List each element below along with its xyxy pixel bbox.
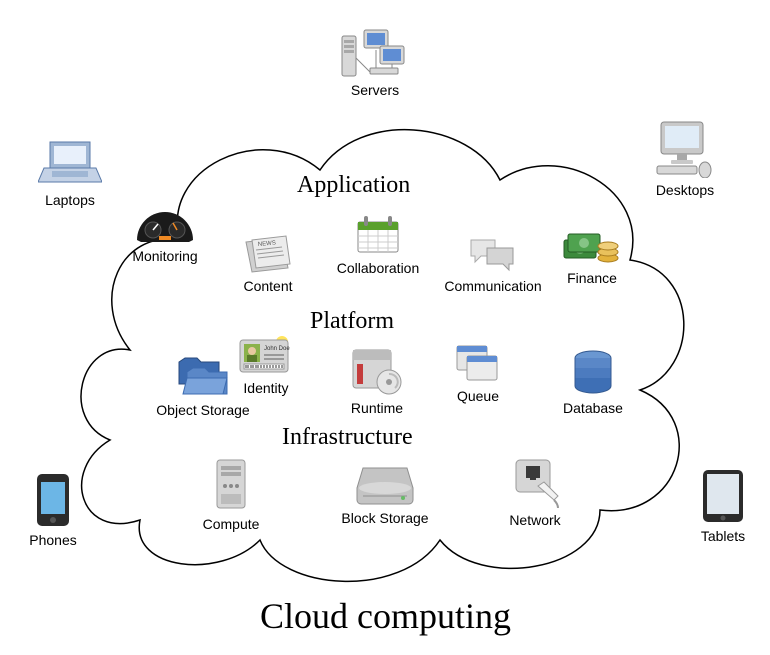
network-item: Network xyxy=(490,456,580,528)
laptops-item: Laptops xyxy=(30,138,110,208)
hdd-icon xyxy=(355,462,415,506)
idcard-icon: John Doe xyxy=(238,334,294,376)
finance-label: Finance xyxy=(552,270,632,286)
block-storage-item: Block Storage xyxy=(330,462,440,526)
desktop-icon xyxy=(655,118,715,178)
queue-item: Queue xyxy=(438,342,518,404)
object-storage-label: Object Storage xyxy=(148,402,258,418)
monitoring-label: Monitoring xyxy=(120,248,210,264)
runtime-label: Runtime xyxy=(332,400,422,416)
database-icon xyxy=(569,348,617,396)
section-application: Application xyxy=(297,172,410,199)
compute-label: Compute xyxy=(186,516,276,532)
chat-bubbles-icon xyxy=(467,234,519,274)
communication-item: Communication xyxy=(438,234,548,294)
compute-item: Compute xyxy=(186,458,276,532)
calendar-icon xyxy=(352,212,404,256)
runtime-item: Runtime xyxy=(332,346,422,416)
database-item: Database xyxy=(548,348,638,416)
laptops-label: Laptops xyxy=(30,192,110,208)
section-platform: Platform xyxy=(310,308,394,335)
monitoring-item: Monitoring xyxy=(120,204,210,264)
block-storage-label: Block Storage xyxy=(330,510,440,526)
network-label: Network xyxy=(490,512,580,528)
newspaper-icon: NEWS xyxy=(242,234,294,274)
database-label: Database xyxy=(548,400,638,416)
runtime-icon xyxy=(349,346,405,396)
collaboration-item: Collaboration xyxy=(328,212,428,276)
collaboration-label: Collaboration xyxy=(328,260,428,276)
folders-icon xyxy=(173,352,233,398)
gauge-icon xyxy=(133,204,197,244)
tablets-item: Tablets xyxy=(688,468,758,544)
servers-label: Servers xyxy=(330,82,420,98)
idcard-name: John Doe xyxy=(264,346,290,352)
identity-item: John Doe Identity xyxy=(226,334,306,396)
network-plug-icon xyxy=(510,456,560,508)
content-label: Content xyxy=(228,278,308,294)
tablets-label: Tablets xyxy=(688,528,758,544)
content-item: NEWS Content xyxy=(228,234,308,294)
identity-label: Identity xyxy=(226,380,306,396)
main-title: Cloud computing xyxy=(260,595,511,637)
phones-item: Phones xyxy=(18,472,88,548)
finance-item: Finance xyxy=(552,224,632,286)
desktops-label: Desktops xyxy=(640,182,730,198)
phone-icon xyxy=(35,472,71,528)
desktops-item: Desktops xyxy=(640,118,730,198)
phones-label: Phones xyxy=(18,532,88,548)
server-tower-icon xyxy=(211,458,251,512)
money-icon xyxy=(562,224,622,266)
queue-label: Queue xyxy=(438,388,518,404)
servers-item: Servers xyxy=(330,28,420,98)
tablet-icon xyxy=(701,468,745,524)
servers-icon xyxy=(340,28,410,78)
laptop-icon xyxy=(38,138,102,188)
section-infrastructure: Infrastructure xyxy=(282,424,413,451)
communication-label: Communication xyxy=(438,278,548,294)
cloud-computing-diagram: { "title": "Cloud computing", "sections"… xyxy=(0,0,770,655)
queue-icon xyxy=(453,342,503,384)
